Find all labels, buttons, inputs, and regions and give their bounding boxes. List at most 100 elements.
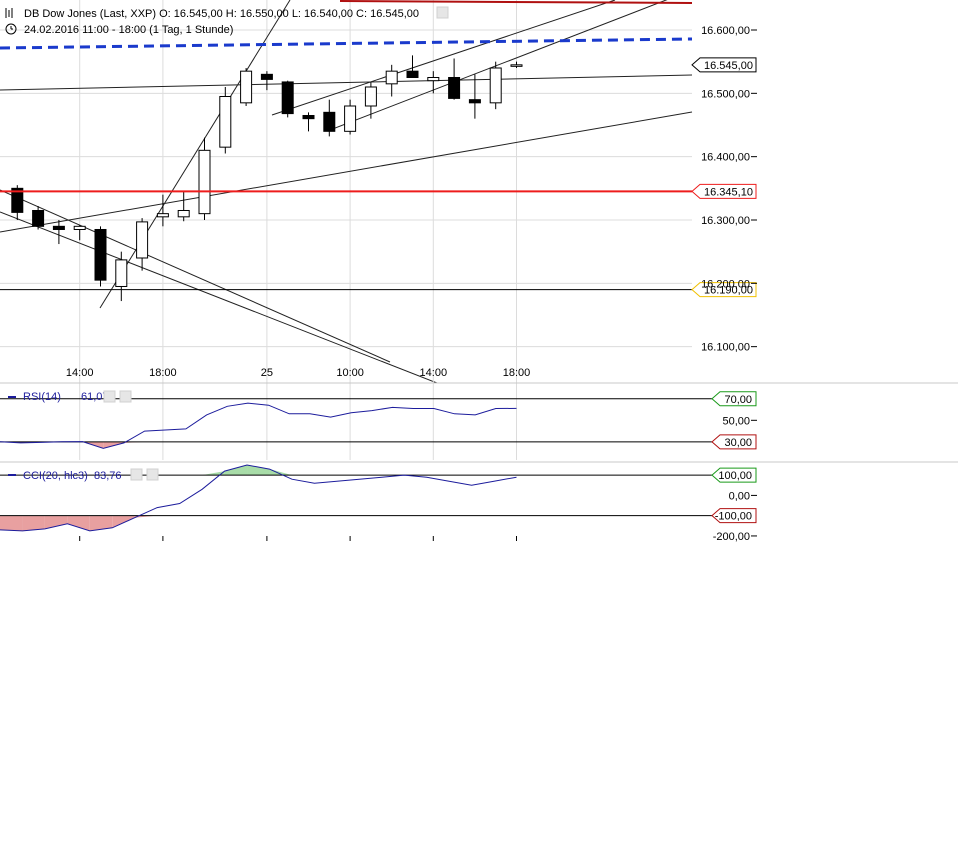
candlesticks [11, 55, 523, 302]
candle[interactable] [52, 219, 65, 245]
top-red-line[interactable] [339, 0, 693, 4]
oversold-fill [0, 515, 23, 531]
instrument-info: DB Dow Jones (Last, XXP) O: 16.545,00 H:… [24, 8, 419, 20]
indicator-badge: -100,00 [711, 508, 757, 524]
oversold-fill [44, 515, 68, 529]
trendlines [0, 0, 693, 384]
cci-label: CCI(20, hlc3) [23, 470, 88, 482]
price-tick-label: 16.500,00 [701, 88, 750, 100]
rsi-value: 61,07 [81, 391, 109, 403]
price-tick-label: 16.200,00 [701, 278, 750, 290]
candle[interactable] [115, 251, 128, 302]
trend-line[interactable] [0, 211, 438, 384]
candle[interactable] [489, 61, 502, 110]
oversold-fill [67, 515, 90, 531]
indicator-tick-label: 0,00 [729, 490, 750, 502]
trend-line[interactable] [0, 189, 391, 363]
candle[interactable] [73, 225, 86, 241]
cci-value: 83,76 [94, 470, 122, 482]
time-tick-label: 18:00 [149, 367, 177, 379]
candle[interactable] [136, 218, 149, 271]
main-grid [0, 0, 692, 380]
price-badge: 16.545,00 [691, 57, 757, 73]
overbought-fill [202, 471, 225, 476]
rsi-panel: 70,00 30,00 50,00 RSI(14) 61,07 [0, 382, 958, 450]
chart-header: DB Dow Jones (Last, XXP) O: 16.545,00 H:… [5, 6, 449, 36]
clock-icon [5, 23, 17, 35]
indicator-badge: 100,00 [711, 467, 757, 483]
oversold-fill [89, 515, 113, 531]
price-tick-label: 16.100,00 [701, 342, 750, 354]
indicator-tick-label: 50,00 [722, 415, 750, 427]
price-tick-label: 16.400,00 [701, 152, 750, 164]
candle[interactable] [427, 71, 440, 94]
candle[interactable] [302, 112, 315, 132]
indicator-badge: 70,00 [711, 391, 757, 407]
cci-guides: 100,00 -100,00 0,00 -200,00 [0, 467, 757, 543]
time-tick-label: 14:00 [66, 367, 94, 379]
overbought-fill [247, 465, 270, 476]
price-badge-label: 16.345,10 [704, 186, 753, 198]
cci-settings-icon[interactable] [130, 468, 143, 481]
price-levels: 16.345,10 16.190,00 16.545,00 [0, 57, 757, 298]
price-badge: 16.345,10 [691, 183, 757, 199]
candle[interactable] [219, 86, 232, 154]
candle[interactable] [32, 206, 45, 230]
time-tick-label: 14:00 [420, 367, 448, 379]
trend-line[interactable] [329, 0, 692, 131]
blue-dashed-line[interactable] [0, 37, 693, 50]
rsi-label: RSI(14) [23, 391, 61, 403]
time-tick-label: 10:00 [336, 367, 364, 379]
candle[interactable] [510, 61, 523, 68]
candle[interactable] [406, 55, 419, 78]
candle[interactable] [344, 99, 357, 135]
candle[interactable] [448, 58, 461, 100]
price-axis: 16.600,00 16.500,00 16.400,00 16.300,00 16.2… [701, 25, 757, 354]
rsi-line [0, 402, 517, 449]
trend-line[interactable] [0, 111, 693, 233]
indicator-badge-label: 70,00 [724, 394, 752, 406]
candle[interactable] [94, 226, 107, 287]
indicator-badge: 30,00 [711, 434, 757, 450]
candle[interactable] [240, 67, 253, 106]
indicator-badge-label: -100,00 [715, 511, 752, 523]
rsi-settings-icon[interactable] [103, 390, 116, 403]
trend-line[interactable] [0, 74, 693, 91]
time-tick-label: 18:00 [503, 367, 531, 379]
header-settings-icon[interactable] [436, 6, 449, 19]
candle[interactable] [385, 64, 398, 97]
time-axis: 14:00 18:00 25 10:00 14:00 18:00 [66, 367, 530, 541]
cci-line [0, 464, 517, 532]
candle[interactable] [281, 80, 294, 118]
trend-line[interactable] [271, 0, 616, 116]
price-tick-label: 16.600,00 [701, 25, 750, 37]
candle[interactable] [198, 137, 211, 220]
rsi-close-icon[interactable] [119, 390, 132, 403]
candle[interactable] [260, 71, 273, 91]
price-badge-label: 16.190,00 [704, 285, 753, 297]
candle[interactable] [156, 194, 169, 227]
rsi-guides: 70,00 30,00 50,00 [0, 391, 757, 450]
candle[interactable] [468, 74, 481, 119]
oversold-fill [22, 515, 45, 531]
oversold-fill [134, 515, 158, 518]
overbought-fill [224, 465, 248, 476]
candle[interactable] [177, 191, 190, 222]
cci-panel: 100,00 -100,00 0,00 -200,00 CCI(20, hlc3) 8… [0, 461, 958, 543]
price-tick-label: 16.300,00 [701, 215, 750, 227]
period-info: 24.02.2016 11:00 - 18:00 (1 Tag, 1 Stund… [24, 24, 233, 36]
indicator-tick-label: -200,00 [713, 531, 750, 543]
cci-close-icon[interactable] [146, 468, 159, 481]
trend-line[interactable] [99, 0, 291, 309]
price-badge-label: 16.545,00 [704, 60, 753, 72]
candle[interactable] [364, 81, 377, 119]
bar-chart-icon [5, 8, 13, 18]
price-badge: 16.190,00 [691, 282, 757, 298]
indicator-badge-label: 30,00 [724, 437, 752, 449]
candle[interactable] [11, 185, 24, 220]
overbought-fill [269, 469, 292, 476]
candle[interactable] [323, 99, 336, 137]
indicator-badge-label: 100,00 [718, 470, 752, 482]
time-tick-label: 25 [261, 367, 273, 379]
